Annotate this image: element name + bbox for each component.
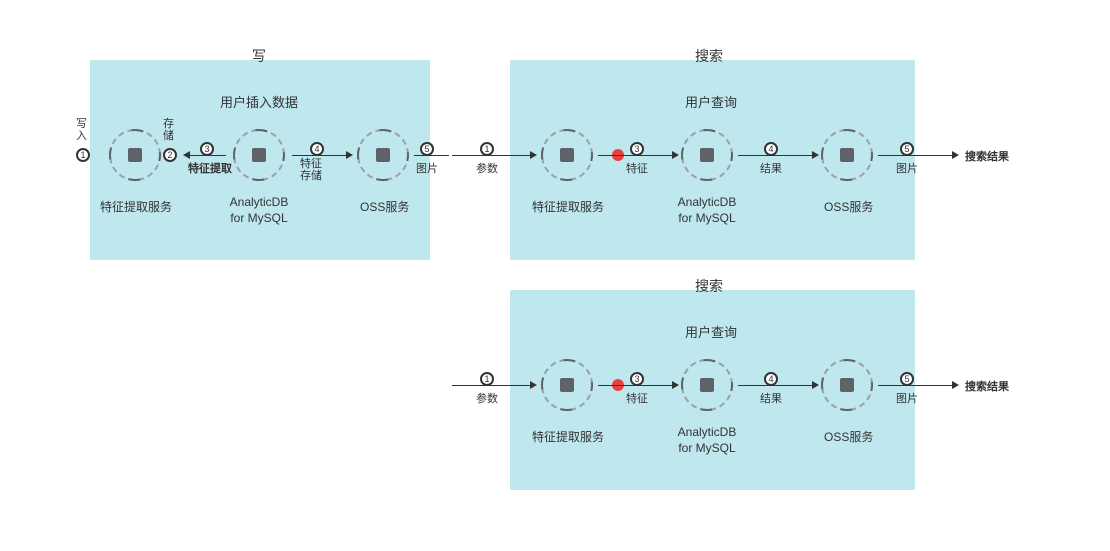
label-feature-extract-left: 特征提取服务 [100,200,172,216]
anno-br-4: 结果 [760,390,782,406]
node-feature-extract-left [108,128,162,182]
arrow-tr-45 [878,155,954,156]
node-feature-extract-tr [540,128,594,182]
step-left-5: 5 [420,142,434,156]
step-left-3: 3 [200,142,214,156]
anno-left-5: 图片 [416,160,438,176]
panel-search-top-subtitle: 用户查询 [685,92,737,111]
panel-write-subtitle: 用户插入数据 [220,92,298,111]
label-oss-left: OSS服务 [360,200,409,216]
node-feature-extract-br [540,358,594,412]
step-br-3: 3 [630,372,644,386]
label-oss-br: OSS服务 [824,430,873,446]
arrow-head-br-in [530,381,537,389]
panel-search-top-title: 搜索 [695,46,723,66]
step-br-1: 1 [480,372,494,386]
arrow-br-45 [878,385,954,386]
node-adb-tr [680,128,734,182]
step-tr-3: 3 [630,142,644,156]
arrow-head-br-34 [812,381,819,389]
step-tr-4: 4 [764,142,778,156]
panel-search-bottom-subtitle: 用户查询 [685,322,737,341]
arrow-head-br-45 [952,381,959,389]
arrow-br-34 [738,385,814,386]
step-left-1: 1 [76,148,90,162]
label-feature-extract-br: 特征提取服务 [532,430,604,446]
step-br-5: 5 [900,372,914,386]
label-adb-tr: AnalyticDBfor MySQL [662,195,752,226]
node-adb-br [680,358,734,412]
anno-tr-5: 图片 [896,160,918,176]
anno-tr-3: 特征 [626,160,648,176]
step-left-2: 2 [163,148,177,162]
arrow-head-tr-34 [812,151,819,159]
node-oss-left [356,128,410,182]
anno-tr-1: 参数 [476,160,498,176]
step-tr-5: 5 [900,142,914,156]
arrow-left-45 [414,155,449,156]
panel-search-bottom-title: 搜索 [695,276,723,296]
step-tr-1: 1 [480,142,494,156]
anno-br-5: 图片 [896,390,918,406]
anno-left-3: 特征提取 [188,160,232,176]
arrow-tr-in [452,155,532,156]
arrow-head-left-23 [183,151,190,159]
anno-br-result: 搜索结果 [965,378,1009,394]
anno-left-2: 存储 [163,118,174,142]
node-oss-tr [820,128,874,182]
arrow-head-tr-45 [952,151,959,159]
label-adb-br: AnalyticDBfor MySQL [662,425,752,456]
arrow-head-tr-in [530,151,537,159]
label-oss-tr: OSS服务 [824,200,873,216]
step-left-4: 4 [310,142,324,156]
node-oss-br [820,358,874,412]
anno-left-1: 写入 [76,118,87,142]
arrow-br-in [452,385,532,386]
anno-br-1: 参数 [476,390,498,406]
node-adb-left [232,128,286,182]
arrow-tr-34 [738,155,814,156]
step-br-4: 4 [764,372,778,386]
label-adb-left: AnalyticDBfor MySQL [214,195,304,226]
arrow-head-left-34 [346,151,353,159]
label-feature-extract-tr: 特征提取服务 [532,200,604,216]
panel-write-title: 写 [252,46,266,66]
anno-tr-result: 搜索结果 [965,148,1009,164]
anno-br-3: 特征 [626,390,648,406]
anno-tr-4: 结果 [760,160,782,176]
arrow-head-br-23 [672,381,679,389]
anno-left-4: 特征存储 [300,158,322,182]
arrow-head-tr-23 [672,151,679,159]
